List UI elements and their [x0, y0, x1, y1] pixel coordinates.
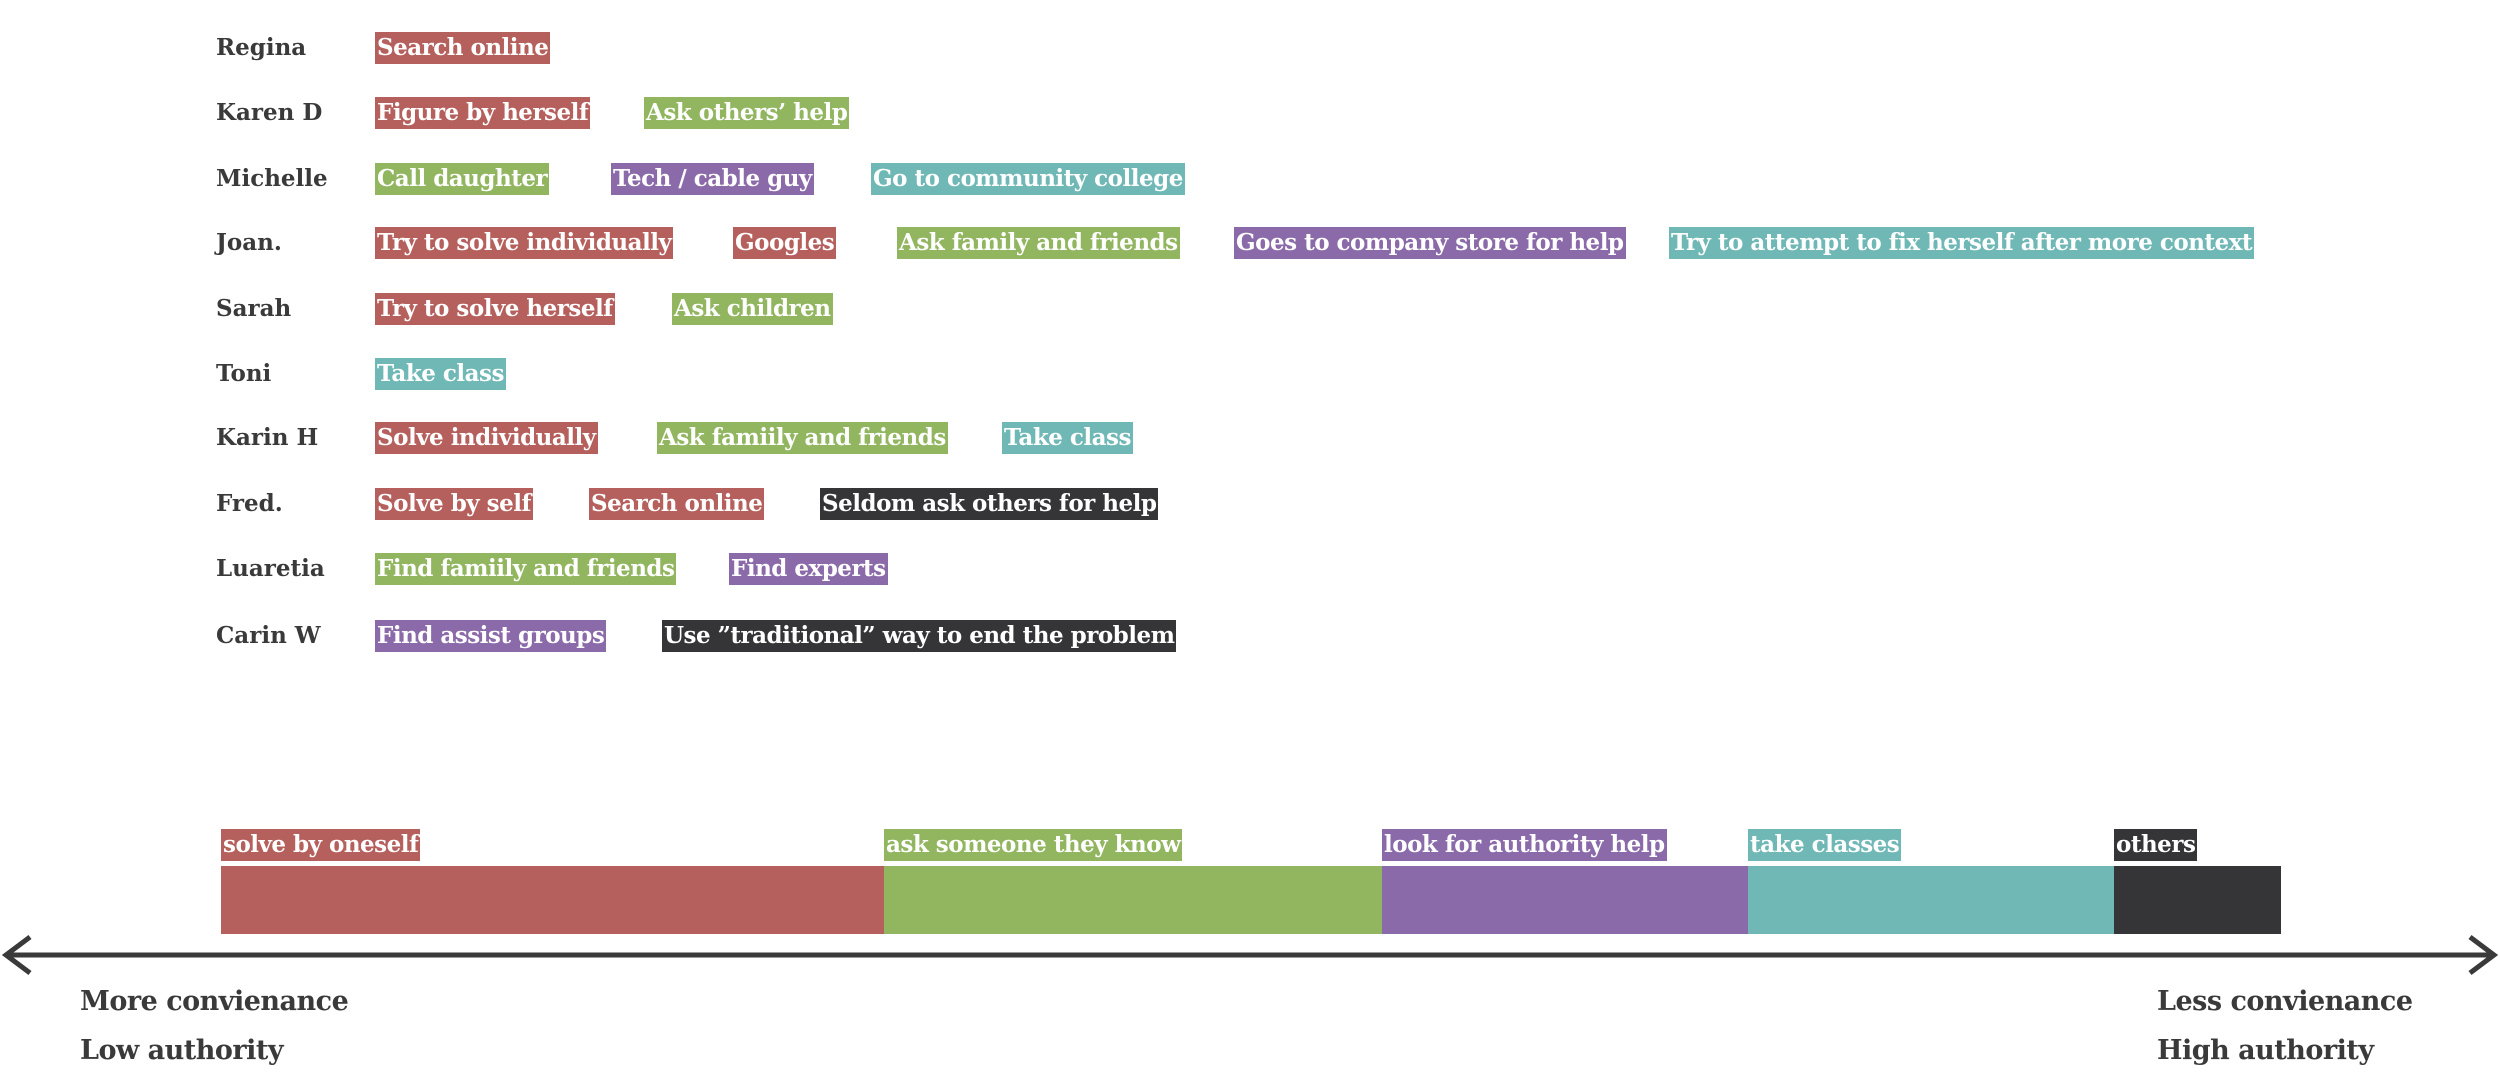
person-name: Sarah [216, 295, 292, 322]
behavior-tag-authority: Find experts [729, 553, 888, 585]
spectrum-label-classes: take classes [1748, 829, 1902, 861]
behavior-tag-authority: Tech / cable guy [611, 163, 814, 195]
axis-left-arrowhead [1, 935, 32, 975]
axis-right-label-convenience: Less convienance [2157, 986, 2413, 1017]
person-row: Karen D Figure by herself Ask others’ help [0, 93, 2500, 133]
spectrum-segment-solve [221, 866, 884, 934]
spectrum-segment-classes [1748, 866, 2114, 934]
spectrum-label-others: others [2114, 829, 2198, 861]
behavior-tag-solve: Figure by herself [375, 97, 591, 129]
person-row: Joan. Try to solve individually Googles Ask… [0, 223, 2500, 263]
behavior-tag-ask: Ask children [672, 293, 833, 325]
behavior-tag-ask: Call daughter [375, 163, 550, 195]
axis-right-label-authority: High authority [2157, 1035, 2374, 1066]
axis-left-label-convenience: More convienance [80, 986, 349, 1017]
person-row: Toni Take class [0, 354, 2500, 394]
spectrum-label-ask: ask someone they know [884, 829, 1183, 861]
behavior-tag-solve: Solve individually [375, 422, 598, 454]
person-row: Fred. Solve by self Search online Seldom as… [0, 484, 2500, 524]
person-name: Carin W [216, 622, 321, 649]
behavior-tag-solve: Search online [375, 32, 551, 64]
spectrum-segment-authority [1382, 866, 1748, 934]
person-row: Luaretia Find famiily and friends Find exp… [0, 549, 2500, 589]
spectrum-segment-ask [884, 866, 1382, 934]
behavior-tag-ask: Find famiily and friends [375, 553, 677, 585]
behavior-tag-classes: Take class [1002, 422, 1133, 454]
behavior-tag-authority: Goes to company store for help [1234, 227, 1626, 259]
person-row: Sarah Try to solve herself Ask children [0, 289, 2500, 329]
spectrum-segment-others [2114, 866, 2281, 934]
spectrum-label-authority: look for authority help [1382, 829, 1667, 861]
person-row: Karin H Solve individually Ask famiily and… [0, 418, 2500, 458]
person-name: Michelle [216, 165, 328, 192]
behavior-tag-solve: Search online [589, 488, 765, 520]
person-name: Luaretia [216, 555, 325, 582]
behavior-tag-ask: Ask famiily and friends [657, 422, 948, 454]
axis-right-arrowhead [2468, 935, 2499, 975]
person-name: Karen D [216, 99, 323, 126]
behavior-tag-solve: Googles [733, 227, 837, 259]
person-row: Michelle Call daughter Tech / cable guy Go … [0, 159, 2500, 199]
behavior-tag-authority: Find assist groups [375, 620, 607, 652]
behavior-tag-ask: Ask family and friends [897, 227, 1180, 259]
person-name: Fred. [216, 490, 283, 517]
behavior-tag-others: Seldom ask others for help [820, 488, 1159, 520]
person-name: Regina [216, 34, 307, 61]
person-row: Regina Search online [0, 28, 2500, 68]
behavior-tag-solve: Solve by self [375, 488, 533, 520]
spectrum-label-solve: solve by oneself [221, 829, 421, 861]
behavior-tag-others: Use ”traditional” way to end the problem [662, 620, 1177, 652]
behavior-tag-classes: Go to community college [871, 163, 1185, 195]
behavior-tag-classes: Take class [375, 358, 506, 390]
behavior-tag-solve: Try to solve individually [375, 227, 674, 259]
behavior-tag-solve: Try to solve herself [375, 293, 615, 325]
person-name: Joan. [216, 229, 282, 256]
person-name: Karin H [216, 424, 319, 451]
person-row: Carin W Find assist groups Use ”traditiona… [0, 616, 2500, 656]
axis-left-label-authority: Low authority [80, 1035, 284, 1066]
person-name: Toni [216, 360, 272, 387]
convenience-authority-axis [1, 935, 2499, 975]
behavior-tag-ask: Ask others’ help [644, 97, 850, 129]
behavior-tag-classes: Try to attempt to fix herself after more… [1669, 227, 2255, 259]
